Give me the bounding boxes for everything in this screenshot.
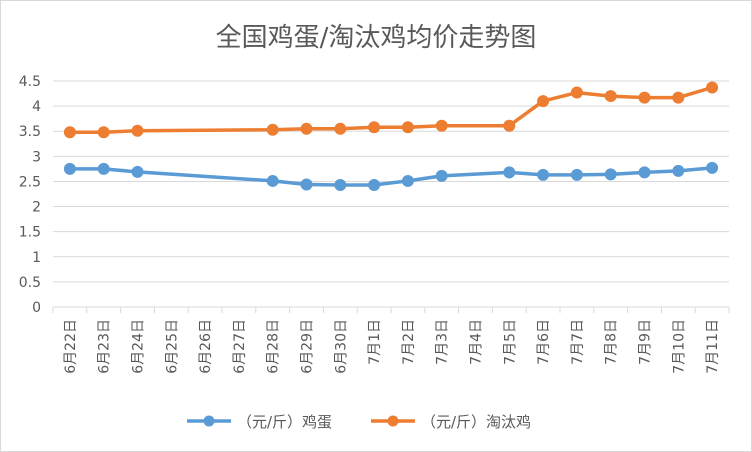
data-point (570, 168, 583, 181)
data-point (300, 122, 313, 135)
y-tick-label: 4 (32, 99, 41, 115)
x-tick-label: 6月29日 (300, 319, 316, 374)
y-tick-label: 4.5 (19, 74, 41, 90)
x-tick-label: 7月4日 (469, 319, 485, 365)
x-tick-label: 7月7日 (570, 319, 586, 365)
x-tick-label: 7月8日 (604, 319, 620, 365)
y-tick-label: 2 (32, 200, 41, 216)
x-tick-label: 7月5日 (502, 319, 518, 365)
x-tick-label: 6月23日 (97, 319, 113, 374)
x-tick-label: 7月9日 (638, 319, 654, 365)
series-line-1 (68, 166, 714, 187)
data-point (604, 168, 617, 181)
data-point (503, 119, 516, 132)
x-tick-label: 7月1日 (367, 319, 383, 365)
data-point (300, 178, 313, 191)
x-tick-label: 6月30日 (333, 319, 349, 374)
data-point (672, 91, 685, 104)
data-point (672, 164, 685, 177)
data-point (706, 81, 719, 94)
data-point (706, 161, 719, 174)
data-point (266, 123, 279, 136)
x-tick-label: 7月11日 (705, 319, 721, 374)
data-point (131, 124, 144, 137)
data-point (334, 122, 347, 135)
x-tick-label: 6月26日 (198, 319, 214, 374)
y-tick-label: 2.5 (19, 174, 41, 190)
y-tick-label: 3 (32, 149, 41, 165)
data-point (401, 174, 414, 187)
legend-label: （元/斤）淘汰鸡 (421, 413, 531, 431)
data-point (638, 166, 651, 179)
data-point (401, 121, 414, 134)
legend-label: （元/斤）鸡蛋 (237, 413, 332, 431)
x-tick-label: 6月25日 (164, 319, 180, 374)
data-point (537, 95, 550, 108)
data-point (537, 168, 550, 181)
data-point (63, 162, 76, 175)
x-tick-label: 7月6日 (536, 319, 552, 365)
y-tick-label: 0.5 (19, 275, 41, 291)
x-tick-label: 6月27日 (232, 319, 248, 374)
data-point (97, 162, 110, 175)
y-tick-label: 1.5 (19, 225, 41, 241)
legend-marker (203, 415, 215, 427)
y-tick-label: 0 (32, 300, 41, 316)
x-tick-label: 6月22日 (63, 319, 79, 374)
x-tick-label: 7月2日 (401, 319, 417, 365)
data-point (638, 91, 651, 104)
data-point (604, 90, 617, 103)
data-point (435, 119, 448, 132)
data-point (334, 178, 347, 191)
series-line-2 (68, 85, 714, 134)
data-point (435, 169, 448, 182)
data-point (570, 86, 583, 99)
data-point (368, 121, 381, 134)
x-tick-label: 6月28日 (266, 319, 282, 374)
chart-title: 全国鸡蛋/淘汰鸡均价走势图 (215, 23, 537, 53)
data-point (131, 165, 144, 178)
data-point (63, 126, 76, 139)
data-point (368, 178, 381, 191)
data-point (97, 126, 110, 139)
x-tick-label: 7月10日 (671, 319, 687, 374)
x-tick-label: 6月24日 (131, 319, 147, 374)
y-tick-label: 1 (32, 250, 41, 266)
legend-marker (387, 415, 399, 427)
data-point (266, 174, 279, 187)
x-tick-label: 7月3日 (435, 319, 451, 365)
y-tick-label: 3.5 (19, 124, 41, 140)
data-point (503, 166, 516, 179)
